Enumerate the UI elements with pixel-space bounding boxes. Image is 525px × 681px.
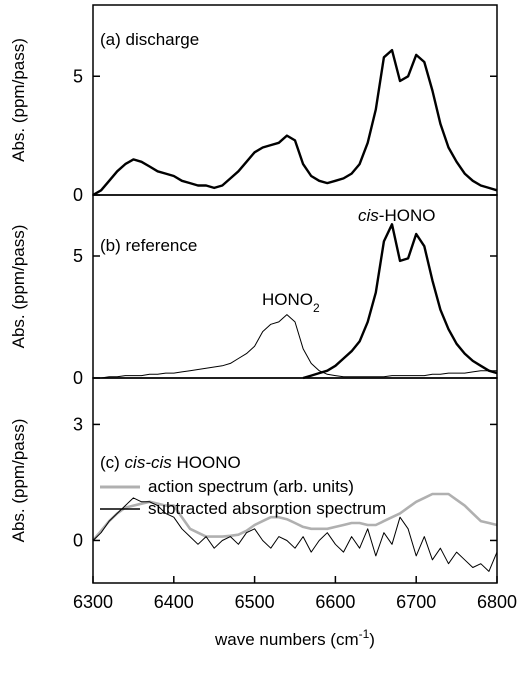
text-part: HOONO	[172, 453, 241, 472]
y-tick-label: 0	[73, 530, 83, 550]
text-part: wave numbers (cm	[214, 630, 359, 649]
x-tick-label: 6600	[315, 592, 355, 612]
panel-frame	[92, 377, 498, 584]
x-tick-label: 6800	[477, 592, 517, 612]
panel-label: (b) reference	[100, 236, 197, 255]
x-tick-label: 6500	[235, 592, 275, 612]
x-tick-label: 6700	[396, 592, 436, 612]
text-part: (a) discharge	[100, 30, 199, 49]
y-axis-label: Abs. (ppm/pass)	[9, 38, 28, 162]
text-part: -HONO	[379, 206, 436, 225]
legend-label: action spectrum (arb. units)	[148, 477, 354, 496]
y-tick-label: 0	[73, 368, 83, 388]
annotation: HONO2	[262, 290, 320, 315]
data-line	[302, 223, 498, 380]
text-part: -1	[359, 627, 370, 641]
text-part: cis	[358, 206, 379, 225]
y-tick-label: 5	[73, 246, 83, 266]
y-axis-label: Abs. (ppm/pass)	[9, 225, 28, 349]
panel-label: (c) cis-cis HOONO	[100, 453, 241, 472]
data-line	[92, 492, 498, 542]
data-line	[93, 314, 497, 379]
x-tick-label: 6400	[154, 592, 194, 612]
y-tick-label: 0	[73, 185, 83, 205]
data-line	[92, 48, 498, 197]
y-tick-label: 5	[73, 66, 83, 86]
y-axis-label: Abs. (ppm/pass)	[9, 419, 28, 543]
text-part: cis-cis	[125, 453, 173, 472]
panel-label: (a) discharge	[100, 30, 199, 49]
panel-frame	[92, 194, 498, 379]
data-line	[92, 497, 498, 572]
x-tick-label: 6300	[73, 592, 113, 612]
annotation: cis-HONO	[358, 206, 435, 225]
legend-label: subtracted absorption spectrum	[148, 499, 386, 518]
text-part: )	[369, 630, 375, 649]
text-part: HONO	[262, 290, 313, 309]
x-axis-label: wave numbers (cm-1)	[214, 627, 375, 649]
text-part: (b) reference	[100, 236, 197, 255]
text-part: (c)	[100, 453, 125, 472]
y-tick-label: 3	[73, 414, 83, 434]
text-part: 2	[313, 301, 320, 315]
